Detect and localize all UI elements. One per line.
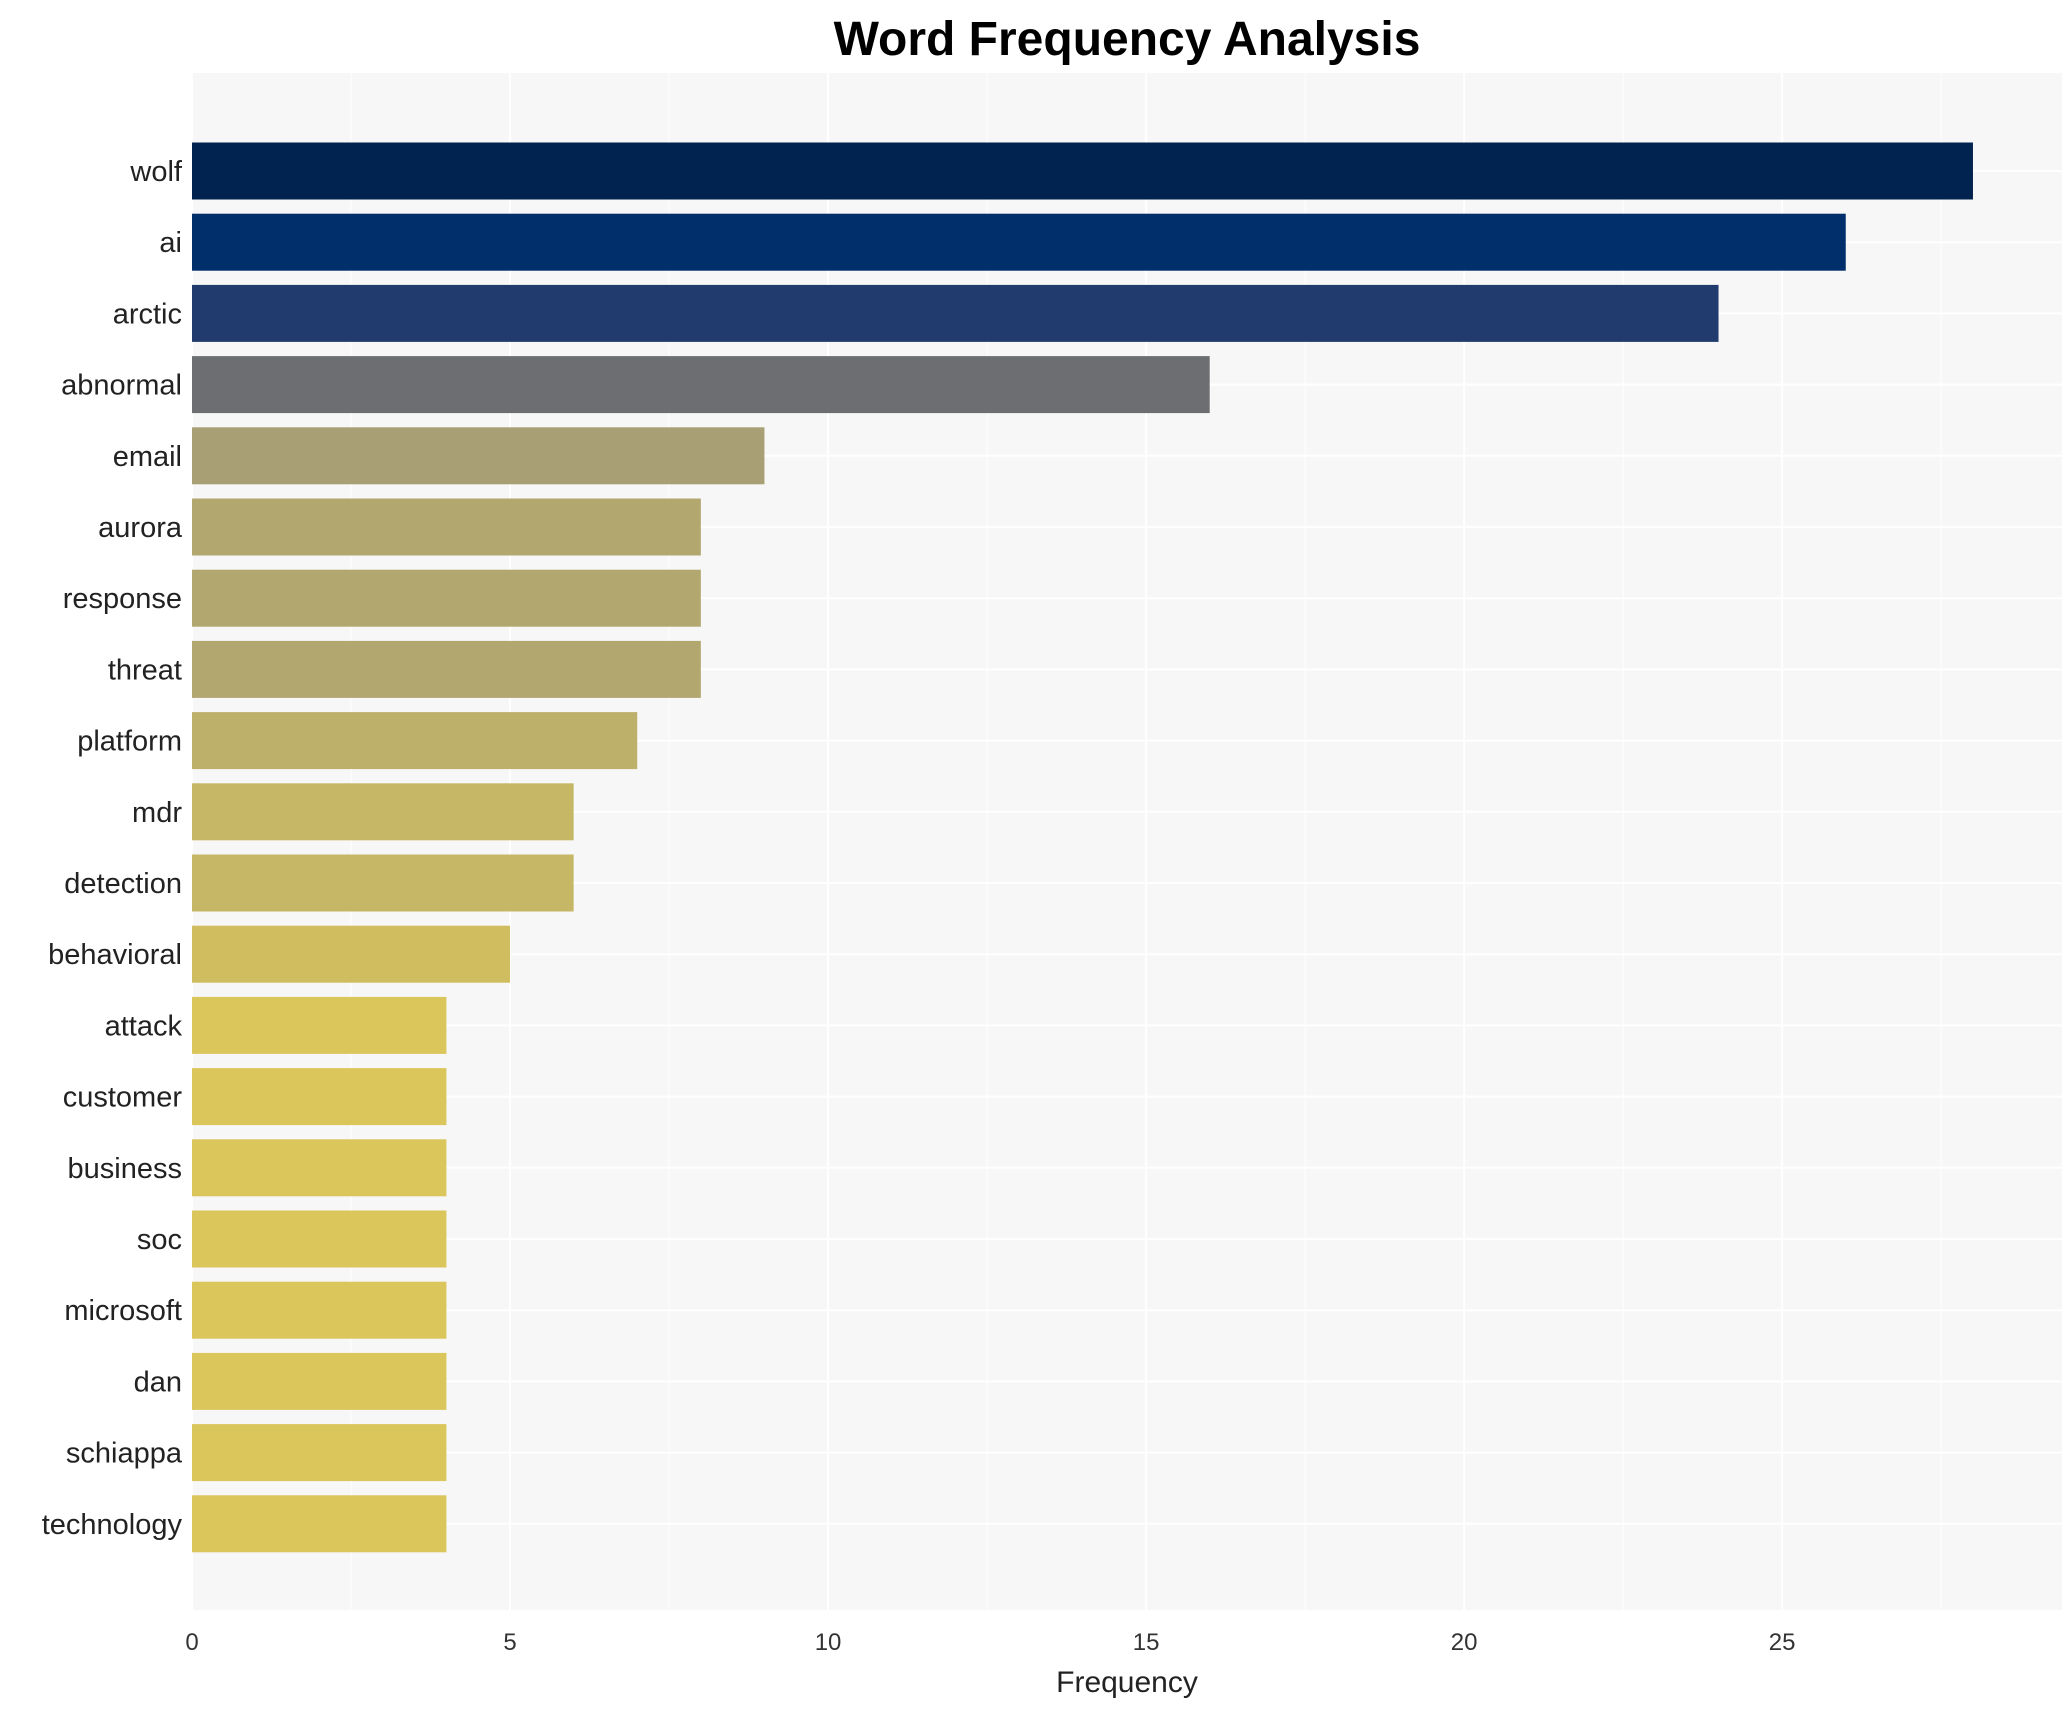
bar-abnormal — [192, 356, 1210, 414]
category-label: soc — [137, 1224, 182, 1256]
chart-title: Word Frequency Analysis — [834, 13, 1421, 66]
x-tick-label: 5 — [503, 1629, 516, 1656]
category-label: response — [63, 583, 182, 615]
category-label: arctic — [113, 298, 182, 330]
category-label: abnormal — [61, 370, 182, 402]
bar-arctic — [192, 284, 1719, 342]
bar-threat — [192, 640, 701, 698]
bar-response — [192, 569, 701, 627]
bar-customer — [192, 1068, 447, 1126]
bar-behavioral — [192, 925, 511, 983]
x-tick-label: 0 — [185, 1629, 198, 1656]
bar-email — [192, 427, 765, 485]
bar-mdr — [192, 783, 574, 841]
category-label: wolf — [129, 156, 183, 188]
x-tick-label: 25 — [1769, 1629, 1796, 1656]
x-tick-label: 10 — [815, 1629, 842, 1656]
category-label: platform — [77, 726, 182, 758]
category-label: dan — [134, 1366, 182, 1398]
x-tick-labels: 0 5 10 15 20 25 — [185, 1629, 1795, 1656]
category-label: attack — [105, 1010, 183, 1042]
category-label: business — [68, 1153, 182, 1185]
category-label: microsoft — [64, 1295, 182, 1327]
bar-soc — [192, 1210, 447, 1268]
category-label: detection — [64, 868, 182, 900]
x-axis-label: Frequency — [1056, 1666, 1198, 1699]
x-tick-label: 20 — [1451, 1629, 1478, 1656]
bar-business — [192, 1139, 447, 1197]
bar-platform — [192, 712, 638, 770]
category-label: technology — [42, 1509, 183, 1541]
category-label: behavioral — [48, 939, 182, 971]
bar-ai — [192, 213, 1846, 271]
x-tick-label: 15 — [1133, 1629, 1160, 1656]
bar-wolf — [192, 142, 1973, 200]
bar-dan — [192, 1352, 447, 1410]
category-label: aurora — [98, 512, 183, 544]
category-label: threat — [108, 654, 182, 686]
bars — [192, 142, 1973, 1553]
category-label: ai — [159, 227, 182, 259]
bar-technology — [192, 1495, 447, 1553]
category-label: schiappa — [66, 1438, 183, 1470]
bar-aurora — [192, 498, 701, 556]
category-labels: wolf ai arctic abnormal email aurora response t… — [42, 156, 183, 1541]
category-label: email — [113, 441, 182, 473]
bar-microsoft — [192, 1281, 447, 1339]
bar-schiappa — [192, 1424, 447, 1482]
bar-detection — [192, 854, 574, 912]
category-label: customer — [63, 1082, 183, 1114]
bar-attack — [192, 996, 447, 1054]
category-label: mdr — [132, 797, 182, 829]
